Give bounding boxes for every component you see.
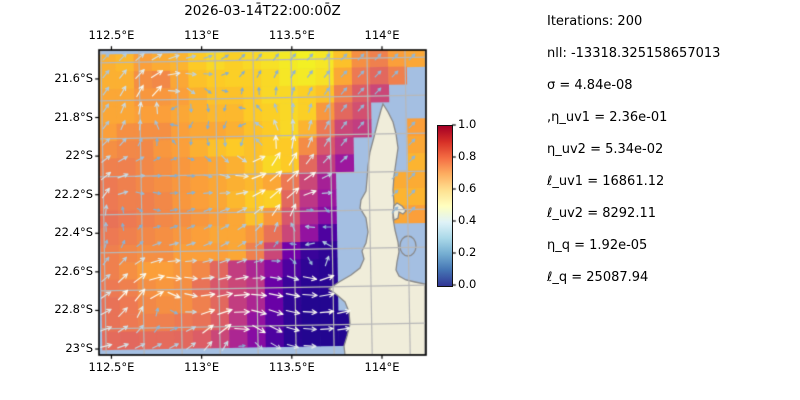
y-tick-label: 22.4°S [54,225,93,240]
y-tick-label: 22°S [65,148,93,163]
stats-line: η_uv2 = 5.34e-02 [547,142,664,157]
stats-line: ℓ_q = 25087.94 [547,270,649,285]
stats-line: η_q = 1.92e-05 [547,238,648,253]
y-tick-label: 22.6°S [54,263,93,278]
plot-title: 2026-03-14̄T22:00:00̄Z [184,3,341,19]
stats-line: ,η_uv1 = 2.36e-01 [547,110,668,125]
x-tick-label-top: 112.5°E [88,28,135,42]
colorbar-tick-label: 0.2 [458,245,477,259]
x-tick-label-top: 113°E [184,28,220,42]
y-tick-label: 22.8°S [54,302,93,317]
stats-line: σ = 4.84e-08 [547,78,633,93]
y-tick-label: 22.2°S [54,186,93,201]
x-tick-label-bottom: 112.5°E [88,360,135,374]
x-tick-label-top: 114°E [364,28,400,42]
stats-line: nll: -13318.325158657013 [547,46,721,61]
x-tick-label-bottom: 113°E [184,360,220,374]
colorbar-tick-label: 0.4 [458,213,477,227]
colorbar [437,125,453,287]
x-tick-label-bottom: 113.5°E [268,360,315,374]
x-tick-label-top: 113.5°E [268,28,315,42]
stats-line: ℓ_uv2 = 8292.11 [547,206,656,221]
colorbar-tick-label: 1.0 [458,117,477,131]
colorbar-tick-label: 0.6 [458,181,477,195]
stats-line: ℓ_uv1 = 16861.12 [547,174,665,189]
colorbar-tick-label: 0.8 [458,149,477,163]
x-tick-label-bottom: 114°E [364,360,400,374]
y-tick-label: 21.6°S [54,70,93,85]
colorbar-tick-label: 0.0 [458,277,477,291]
y-tick-label: 21.8°S [54,109,93,124]
stats-line: Iterations: 200 [547,14,643,29]
y-tick-label: 23°S [65,341,93,356]
